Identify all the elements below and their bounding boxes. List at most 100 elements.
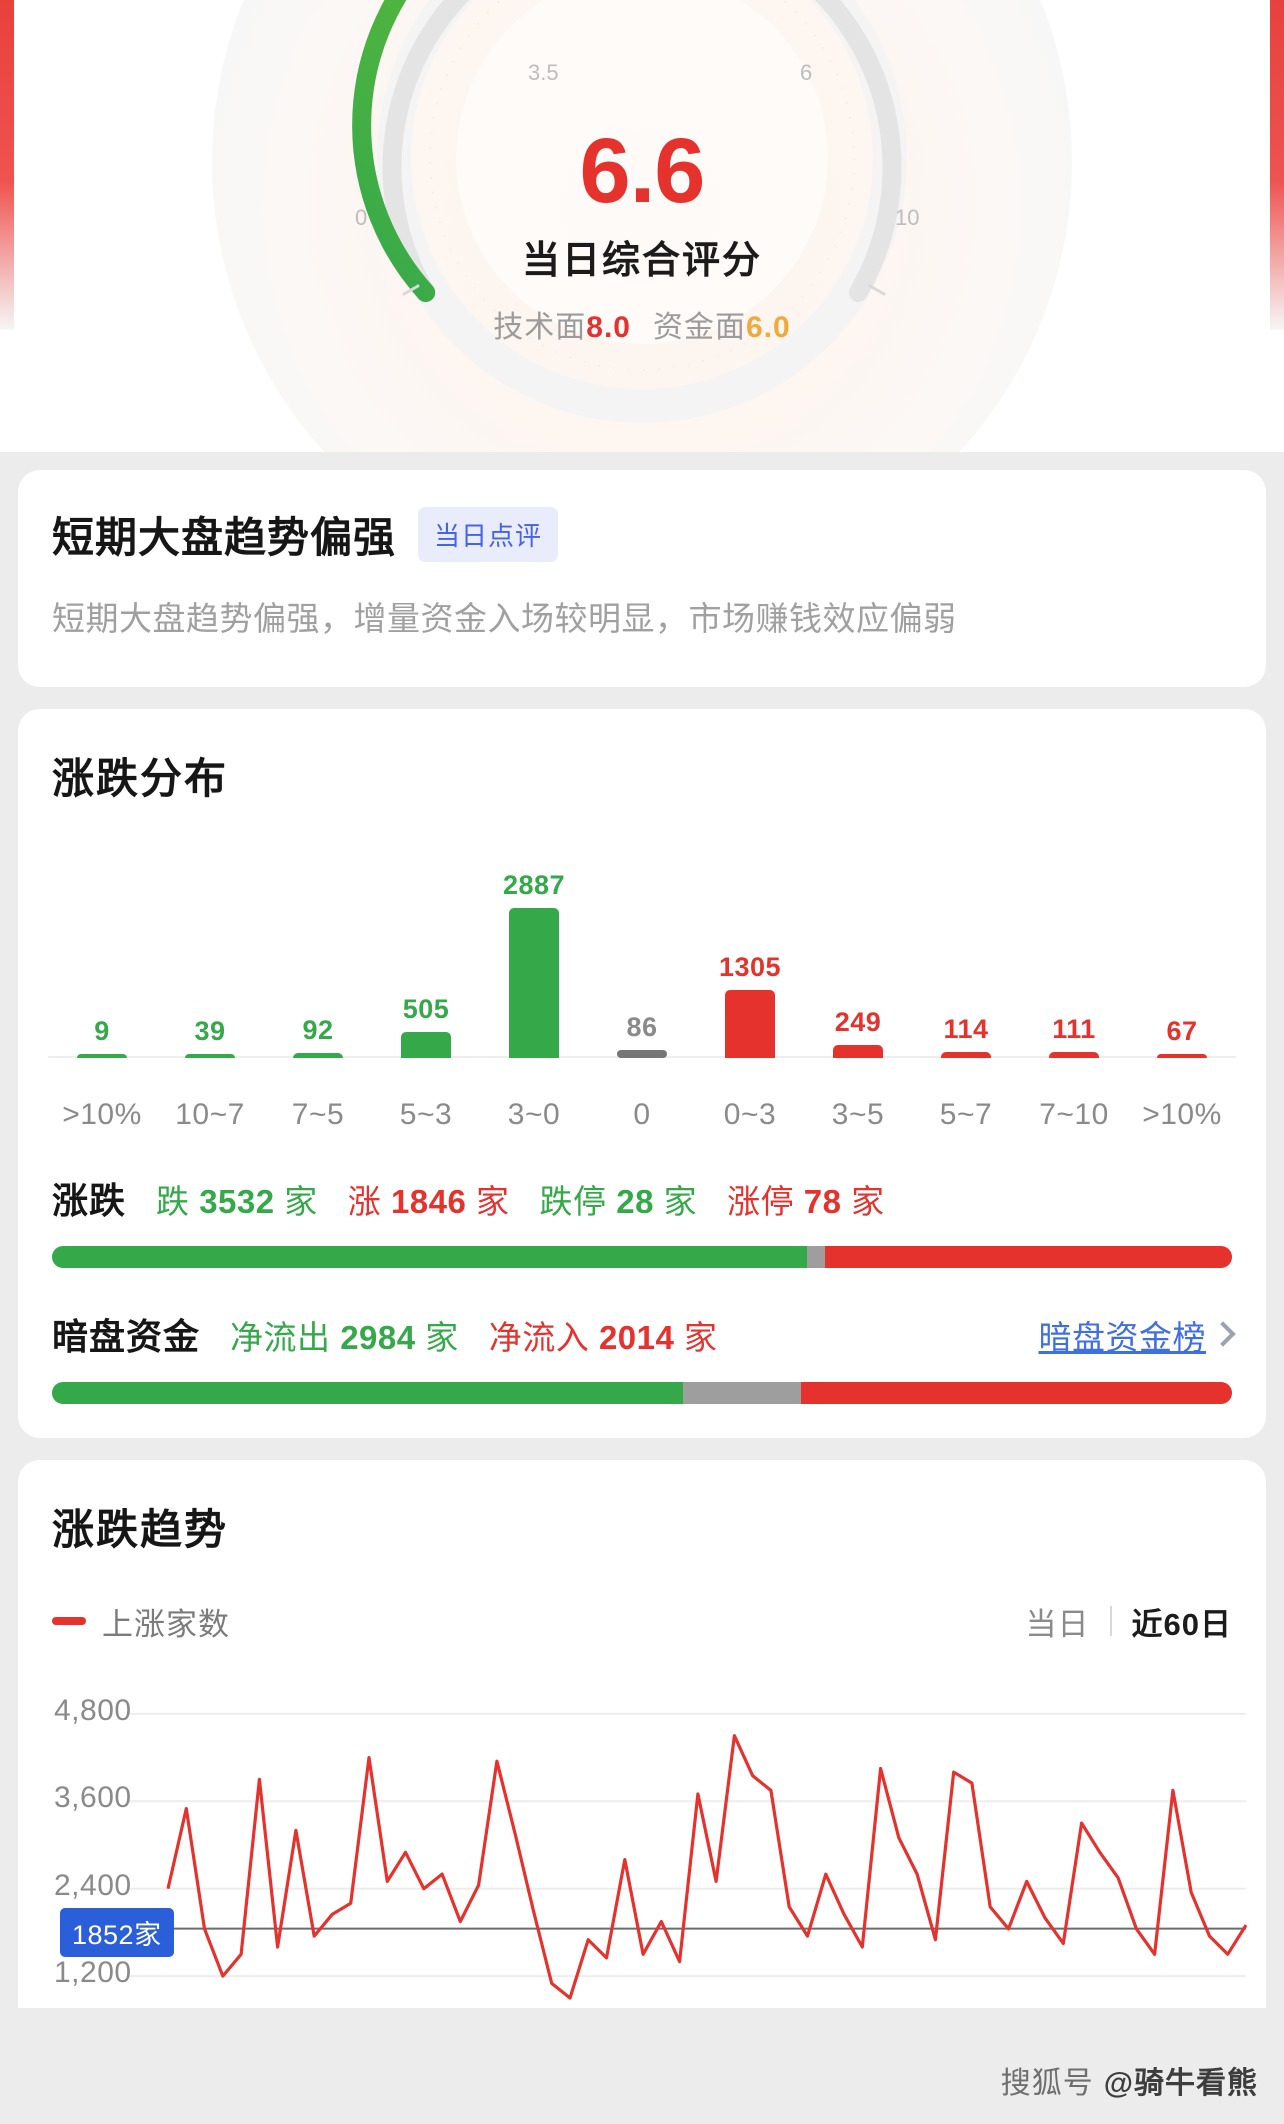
stat-netout-count: 净流出 2984 家 [230, 1311, 459, 1359]
stat-limitup-value: 78 [803, 1182, 842, 1220]
stat-limitdown-label: 跌停 [539, 1182, 607, 1220]
stat-rise-value: 1846 [390, 1182, 467, 1220]
tech-score-value: 8.0 [586, 311, 631, 345]
bar [617, 1049, 667, 1058]
stat-netin-label: 净流入 [488, 1318, 590, 1356]
bar-column: 1305 [696, 856, 804, 1058]
score-value: 6.6 [579, 120, 706, 222]
ratio-segment-red [801, 1381, 1232, 1404]
stat-fall-value: 3532 [199, 1182, 275, 1220]
y-axis-label-1200: 1,200 [54, 1955, 132, 1989]
bar-x-label: 0~3 [723, 1097, 777, 1131]
distribution-title: 涨跌分布 [52, 754, 229, 802]
stat-netout-label: 净流出 [230, 1318, 331, 1356]
bar-value-label: 92 [302, 1014, 334, 1045]
gauge-tick-0: 0 [355, 205, 368, 230]
bar-x-label: >10% [1142, 1097, 1222, 1131]
trend-series-line [166, 1733, 1248, 2000]
bar-value-label: 9 [94, 1015, 110, 1046]
bar-column: 9 [48, 856, 156, 1058]
trend-legend-row: 上涨家数 当日 近60日 [18, 1599, 1266, 1644]
comment-badge: 当日点评 [418, 507, 559, 562]
stat-limitup-count: 涨停 78 家 [727, 1175, 885, 1223]
distribution-bar-chart: 9 39 92 505 2887 86 1305 249 114 111 67 [18, 856, 1266, 1088]
stat-netin-unit: 家 [684, 1318, 718, 1356]
bar-x-label: 7~5 [291, 1097, 345, 1131]
stat-fall-label: 跌 [156, 1182, 190, 1220]
y-axis-label-3600: 3,600 [54, 1781, 132, 1815]
bar-x-label: 0 [633, 1097, 651, 1131]
score-block: 6.6 当日综合评分 技术面8.0 资金面6.0 [0, 120, 1284, 346]
bar [1157, 1053, 1207, 1058]
stat-netout-unit: 家 [425, 1318, 459, 1356]
updown-ratio-bar [52, 1245, 1232, 1268]
trend-line-chart: 4,800 3,600 2,400 1,200 1852家 [18, 1678, 1266, 2008]
bar-column: 249 [804, 856, 912, 1058]
bar-column: 67 [1128, 856, 1236, 1058]
stat-rise-count: 涨 1846 家 [348, 1175, 510, 1223]
gauge-tick-6: 6 [800, 60, 813, 85]
stat-fall-count: 跌 3532 家 [156, 1175, 318, 1223]
bar-value-label: 1305 [718, 951, 782, 982]
bar-x-label: 3~0 [507, 1097, 561, 1131]
bar-value-label: 114 [943, 1013, 989, 1044]
comment-body: 短期大盘趋势偏强，增量资金入场较明显，市场赚钱效应偏弱 [52, 600, 957, 637]
bar-x-label: 5~7 [939, 1097, 993, 1131]
bar-value-label: 505 [402, 993, 450, 1024]
tab-today[interactable]: 当日 [1025, 1606, 1090, 1642]
score-gauge-section: 0 3.5 6 10 6.6 当日综合评分 技术面8.0 资金面6.0 [0, 0, 1284, 452]
darkpool-rank-label: 暗盘资金榜 [1038, 1318, 1206, 1356]
stat-netin-count: 净流入 2014 家 [489, 1311, 718, 1359]
bar-column: 111 [1020, 856, 1128, 1058]
gauge-tick-10: 10 [895, 205, 920, 230]
daily-comment-card: 短期大盘趋势偏强 当日点评 短期大盘趋势偏强，增量资金入场较明显，市场赚钱效应偏… [18, 470, 1266, 687]
gauge-tick-3-5: 3.5 [528, 60, 559, 85]
bar-value-label: 67 [1166, 1015, 1198, 1046]
stat-limitup-unit: 家 [851, 1182, 885, 1220]
ratio-segment-red [824, 1245, 1232, 1268]
tech-score-label: 技术面 [493, 311, 587, 345]
bar-x-label: >10% [62, 1097, 142, 1131]
stat-limitdown-unit: 家 [663, 1182, 698, 1220]
tab-last-60-days[interactable]: 近60日 [1131, 1606, 1232, 1642]
bar-column: 2887 [480, 856, 588, 1058]
bar-column: 505 [372, 856, 480, 1058]
stat-limitdown-value: 28 [616, 1182, 654, 1220]
bar-x-label: 7~10 [1039, 1097, 1109, 1131]
stat-netin-value: 2014 [598, 1318, 675, 1356]
bar-column: 114 [912, 856, 1020, 1058]
trend-range-tabs: 当日 近60日 [1026, 1599, 1232, 1644]
updown-stat-row: 涨跌 跌 3532 家 涨 1846 家 跌停 28 家 涨停 78 家 [18, 1172, 1266, 1224]
comment-title: 短期大盘趋势偏强 [52, 514, 397, 561]
score-subscores: 技术面8.0 资金面6.0 [0, 302, 1284, 346]
bar-x-label: 3~5 [831, 1097, 885, 1131]
bar [293, 1052, 343, 1058]
bar [509, 907, 559, 1058]
edge-strip-right [1270, 0, 1284, 330]
tab-separator [1109, 1606, 1112, 1637]
watermark: 搜狐号 @骑牛看熊 [1001, 2058, 1258, 2102]
darkpool-rank-link[interactable]: 暗盘资金榜 [1038, 1311, 1236, 1359]
ratio-segment-grey [683, 1381, 802, 1404]
stat-rise-unit: 家 [476, 1182, 510, 1220]
ratio-segment-green [52, 1381, 684, 1404]
legend-line-icon [52, 1617, 86, 1626]
chevron-right-icon [1210, 1321, 1236, 1347]
bar-value-label: 111 [1052, 1013, 1096, 1044]
bar-value-label: 39 [194, 1015, 226, 1046]
watermark-name: @骑牛看熊 [1103, 2067, 1258, 2100]
y-axis-label-4800: 4,800 [54, 1693, 132, 1727]
ratio-segment-grey [807, 1245, 825, 1268]
fund-score-value: 6.0 [746, 311, 791, 345]
bar [185, 1053, 235, 1058]
distribution-card: 涨跌分布 9 39 92 505 2887 86 1305 249 114 111 67 >10% 1… [18, 708, 1266, 1438]
bar-value-label: 86 [626, 1011, 658, 1042]
stat-limitdown-count: 跌停 28 家 [540, 1175, 698, 1223]
bar-x-axis-labels: >10% 10~7 7~5 5~3 3~0 0 0~3 3~5 5~7 7~10 >10% [18, 1098, 1266, 1132]
bar-x-label: 5~3 [399, 1097, 453, 1131]
darkpool-ratio-bar [52, 1381, 1232, 1404]
score-label: 当日综合评分 [521, 240, 762, 283]
bar [401, 1031, 451, 1058]
trend-marker-tag: 1852家 [60, 1908, 174, 1958]
bar [833, 1044, 883, 1058]
